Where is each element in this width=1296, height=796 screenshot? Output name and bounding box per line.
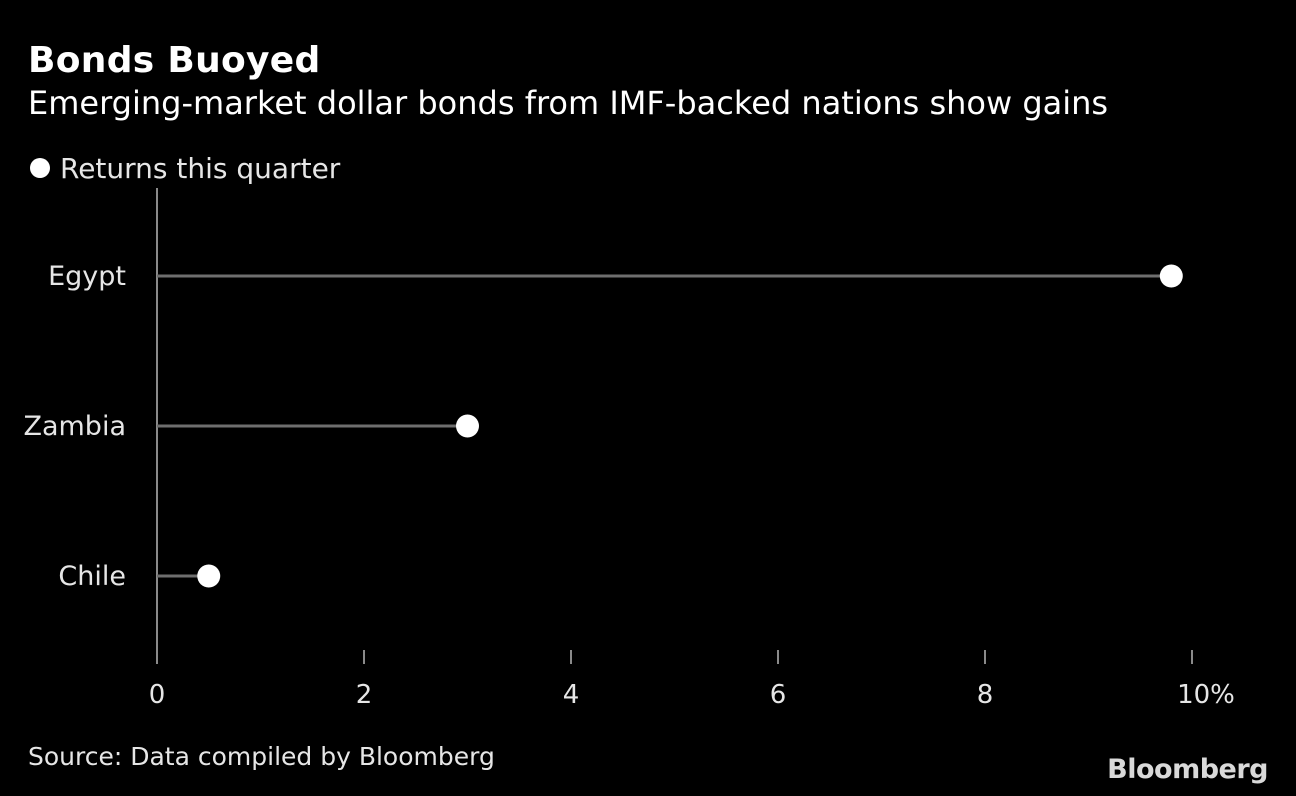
chart-title: Bonds Buoyed: [28, 40, 321, 81]
x-tick-label-6: 6: [770, 680, 787, 710]
category-label-chile: Chile: [58, 561, 126, 592]
category-label-egypt: Egypt: [48, 261, 126, 292]
point-egypt: [1159, 264, 1183, 288]
stem-layer: [157, 274, 1172, 578]
bloomberg-logo: Bloomberg: [1107, 754, 1268, 785]
legend-label: Returns this quarter: [60, 151, 341, 185]
point-zambia: [456, 414, 479, 438]
category-label-zambia: Zambia: [23, 411, 126, 442]
legend-marker: [30, 158, 50, 178]
x-tick-label-10: 10%: [1177, 680, 1235, 710]
x-tick-label-4: 4: [563, 680, 580, 710]
x-tick-label-0: 0: [149, 680, 166, 710]
point-chile: [197, 564, 221, 588]
x-tick-label-8: 8: [977, 680, 994, 710]
legend: Returns this quarter: [30, 150, 340, 186]
chart-subtitle: Emerging-market dollar bonds from IMF-ba…: [28, 84, 1109, 122]
label-layer: Egypt Zambia Chile: [23, 261, 126, 592]
axis-layer: 0 2 4 6 8 10%: [149, 188, 1235, 710]
x-tick-label-2: 2: [356, 680, 373, 710]
point-layer: [197, 264, 1183, 588]
source-note: Source: Data compiled by Bloomberg: [28, 742, 495, 771]
